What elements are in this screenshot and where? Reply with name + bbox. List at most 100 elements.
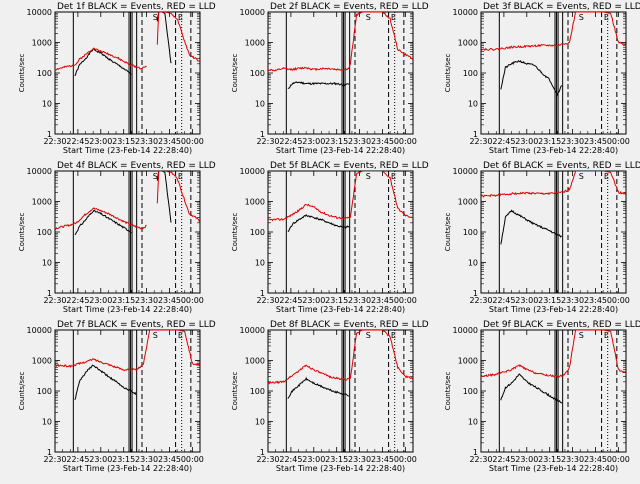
marker-label-e: E (391, 172, 396, 181)
x-axis-label: Start Time (23-Feb-14 22:28:40) (276, 146, 405, 155)
x-tick-label: 23:00 (515, 296, 538, 305)
y-axis-label: Counts/sec (444, 372, 452, 411)
x-tick-label: 23:45 (584, 296, 607, 305)
panel-6: Det 6f BLACK = Events, RED = LLD 1 10 100 10… (444, 161, 640, 314)
y-axis-ticks: 1 10 100 1000 10000 (453, 167, 626, 298)
y-tick-label: 100 (250, 69, 265, 78)
x-tick-label: 22:45 (279, 296, 302, 305)
y-axis-ticks: 1 10 100 1000 10000 (453, 8, 626, 139)
panel-title: Det 2f BLACK = Events, RED = LLD (270, 2, 429, 12)
y-tick-label: 1000 (458, 39, 478, 48)
x-tick-label: 23:30 (561, 296, 584, 305)
time-markers (498, 171, 618, 293)
y-tick-label: 10000 (27, 326, 52, 335)
x-tick-label: 23:30 (348, 296, 371, 305)
time-markers (498, 12, 618, 134)
x-tick-label: 23:00 (515, 137, 538, 146)
y-tick-label: 1 (473, 448, 478, 457)
x-tick-label: 23:30 (135, 455, 158, 464)
y-tick-label: 100 (463, 69, 478, 78)
x-tick-label: 23:30 (348, 455, 371, 464)
x-tick-label: 00:00 (394, 137, 417, 146)
y-tick-label: 10 (255, 100, 265, 109)
y-tick-label: 1000 (245, 198, 265, 207)
x-axis-label: Start Time (23-Feb-14 22:28:40) (63, 305, 192, 314)
marker-label-s: S (579, 331, 584, 340)
y-tick-label: 1000 (32, 198, 52, 207)
y-tick-label: 10 (42, 100, 52, 109)
y-tick-label: 10000 (240, 8, 265, 17)
y-tick-label: 10000 (453, 326, 478, 335)
panel-1: Det 1f BLACK = Events, RED = LLD 1 10 100 10… (18, 2, 216, 155)
x-tick-label: 22:45 (492, 296, 515, 305)
time-markers (498, 330, 618, 452)
y-tick-label: 10 (42, 418, 52, 427)
panel-7: Det 7f BLACK = Events, RED = LLD 1 10 100 10… (18, 320, 216, 473)
x-tick-label: 00:00 (181, 455, 204, 464)
x-axis-ticks: 22:30 22:45 23:00 23:15 23:30 23:45 00:00 (469, 171, 630, 305)
y-axis-ticks: 1 10 100 1000 10000 (27, 8, 200, 139)
panel-title: Det 3f BLACK = Events, RED = LLD (483, 2, 640, 12)
y-tick-label: 10 (468, 259, 478, 268)
x-tick-label: 00:00 (607, 455, 630, 464)
x-tick-label: 23:30 (561, 455, 584, 464)
x-tick-label: 22:30 (469, 137, 492, 146)
x-axis-label: Start Time (23-Feb-14 22:28:40) (63, 146, 192, 155)
y-tick-label: 10000 (453, 8, 478, 17)
y-axis-ticks: 1 10 100 1000 10000 (240, 326, 413, 457)
lld-series-line (268, 12, 413, 72)
x-tick-label: 23:15 (538, 296, 561, 305)
x-tick-label: 23:45 (371, 455, 394, 464)
x-axis-label: Start Time (23-Feb-14 22:28:40) (276, 464, 405, 473)
x-tick-label: 23:45 (158, 296, 181, 305)
y-axis-ticks: 1 10 100 1000 10000 (240, 167, 413, 298)
x-tick-label: 23:00 (89, 296, 112, 305)
marker-label-s: S (366, 13, 371, 22)
y-tick-label: 100 (463, 228, 478, 237)
x-tick-label: 22:30 (469, 455, 492, 464)
panel-title: Det 9f BLACK = Events, RED = LLD (483, 320, 640, 330)
x-tick-label: 22:45 (492, 137, 515, 146)
x-tick-label: 23:15 (325, 296, 348, 305)
x-tick-label: 23:00 (89, 455, 112, 464)
lld-series-line (55, 12, 200, 71)
panel-title: Det 7f BLACK = Events, RED = LLD (57, 320, 216, 330)
x-tick-label: 00:00 (607, 137, 630, 146)
marker-label-s: S (153, 331, 158, 340)
x-tick-label: 00:00 (394, 455, 417, 464)
x-axis-ticks: 22:30 22:45 23:00 23:15 23:30 23:45 00:00 (469, 12, 630, 146)
lld-series-line (481, 12, 626, 52)
y-tick-label: 1 (260, 289, 265, 298)
panel-9: Det 9f BLACK = Events, RED = LLD 1 10 100 10… (444, 320, 640, 473)
y-axis-ticks: 1 10 100 1000 10000 (27, 167, 200, 298)
events-series-line (287, 376, 350, 399)
y-axis-label: Counts/sec (444, 213, 452, 252)
x-tick-label: 22:30 (43, 137, 66, 146)
x-tick-label: 23:45 (158, 137, 181, 146)
lld-series-line (268, 171, 413, 222)
y-tick-label: 100 (37, 69, 52, 78)
events-series-line (500, 209, 562, 245)
lld-series-line (268, 330, 413, 385)
x-tick-label: 23:00 (89, 137, 112, 146)
x-tick-label: 23:15 (538, 455, 561, 464)
y-tick-label: 1000 (32, 39, 52, 48)
y-axis-label: Counts/sec (444, 54, 452, 93)
x-tick-label: 23:15 (325, 455, 348, 464)
x-tick-label: 22:30 (256, 455, 279, 464)
x-tick-label: 23:00 (302, 137, 325, 146)
x-tick-label: 23:30 (348, 137, 371, 146)
x-axis-ticks: 22:30 22:45 23:00 23:15 23:30 23:45 00:00 (469, 330, 630, 464)
x-tick-label: 22:45 (492, 455, 515, 464)
y-tick-label: 10000 (27, 8, 52, 17)
x-tick-label: 00:00 (181, 137, 204, 146)
y-axis-label: Counts/sec (18, 54, 26, 93)
x-axis-label: Start Time (23-Feb-14 22:28:40) (63, 464, 192, 473)
y-axis-ticks: 1 10 100 1000 10000 (453, 326, 626, 457)
panel-title: Det 5f BLACK = Events, RED = LLD (270, 161, 429, 171)
y-axis-ticks: 1 10 100 1000 10000 (240, 8, 413, 139)
lld-series-line (55, 330, 200, 372)
x-axis-ticks: 22:30 22:45 23:00 23:15 23:30 23:45 00:00 (256, 330, 417, 464)
x-axis-label: Start Time (23-Feb-14 22:28:40) (489, 464, 618, 473)
y-tick-label: 10 (42, 259, 52, 268)
